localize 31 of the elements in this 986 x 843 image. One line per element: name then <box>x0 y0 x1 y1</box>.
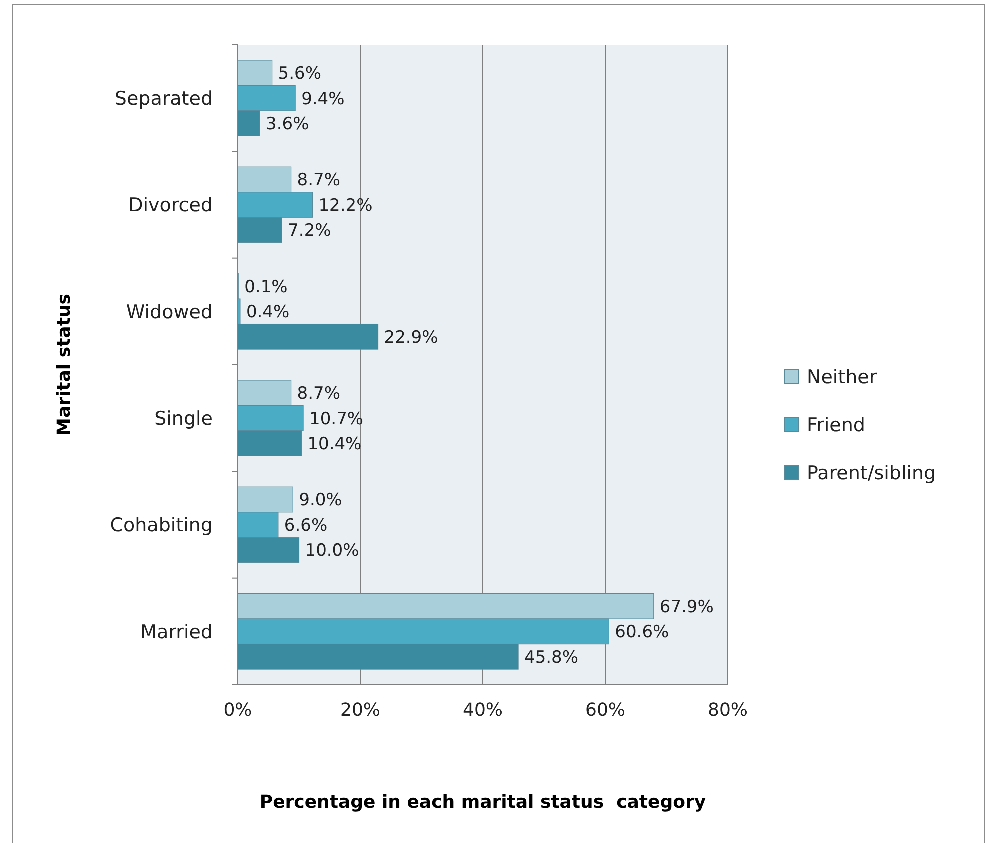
data-label: 5.6% <box>278 64 322 84</box>
data-label: 0.4% <box>246 302 290 323</box>
data-label: 3.6% <box>266 114 310 135</box>
y-axis-title: Marital status <box>54 294 75 436</box>
y-tick-label: Cohabiting <box>110 514 213 537</box>
x-tick-label: 20% <box>340 700 381 721</box>
data-label: 45.8% <box>524 648 579 668</box>
y-tick-label: Widowed <box>126 301 213 324</box>
y-tick-label: Single <box>154 408 213 430</box>
data-label: 9.4% <box>302 89 345 110</box>
x-tick-label: 40% <box>462 700 504 721</box>
legend-label: Friend <box>807 414 866 437</box>
y-tick-label: Married <box>140 621 213 644</box>
data-label: 8.7% <box>297 170 340 191</box>
y-tick-label: Separated <box>114 88 213 110</box>
data-label: 67.9% <box>660 597 714 618</box>
data-label: 22.9% <box>384 328 438 348</box>
legend-label: Neither <box>807 366 878 389</box>
y-tick-label: Divorced <box>128 194 213 217</box>
data-label: 10.0% <box>305 541 360 562</box>
data-label: 9.0% <box>299 490 342 511</box>
x-tick-label: 60% <box>585 700 626 721</box>
x-axis-title: Percentage in each marital status category <box>260 792 706 813</box>
data-label: 6.6% <box>284 516 328 536</box>
data-label: 7.2% <box>288 221 332 242</box>
legend-label: Parent/sibling <box>807 462 936 485</box>
x-tick-label: 80% <box>708 700 748 721</box>
data-label: 8.7% <box>297 384 340 404</box>
data-label: 60.6% <box>615 622 670 643</box>
x-tick-label: 0% <box>224 700 252 721</box>
data-label: 0.1% <box>244 277 288 298</box>
